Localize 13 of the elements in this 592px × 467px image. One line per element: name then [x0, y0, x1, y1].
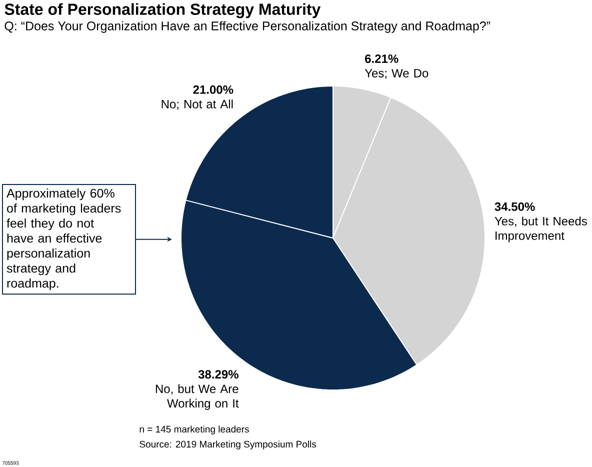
data-label: 34.50% — [494, 202, 535, 211]
slice-label: Yes, but It Needs Improvement — [494, 216, 587, 242]
data-label: 6.21% — [365, 54, 398, 63]
text: Approximately 60% of marketing leaders feel they do not have an effective personalization strategy and roadmap. — [6, 188, 121, 290]
chart-subtitle: Q: “Does Your Organization Have an Effective Personalization Strategy and Roadmap?” — [4, 21, 490, 33]
text: n = 145 marketing leaders — [140, 426, 249, 434]
slice-label: No; Not at All — [162, 100, 233, 110]
data-label: 21.00% — [193, 85, 234, 94]
source-note: Source: 2019 Marketing Symposium Polls — [140, 440, 316, 450]
data-label: 38.29% — [198, 370, 238, 379]
chart-title: State of Personalization Strategy Maturity — [4, 3, 321, 18]
slice-label: Yes; We Do — [364, 69, 428, 79]
slice-label: No, but We Are Working on It — [156, 384, 239, 410]
